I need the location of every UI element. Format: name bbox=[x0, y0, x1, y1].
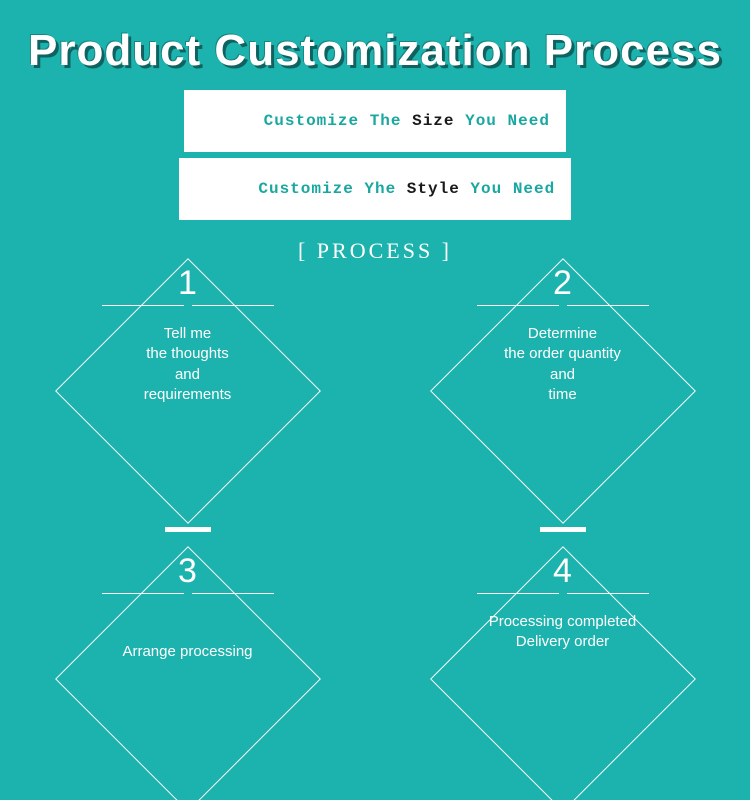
diamond-wrap: 4 Processing completed Delivery order bbox=[430, 546, 696, 800]
step-description: Determine the order quantity and time bbox=[504, 324, 621, 405]
step-description: Processing completed Delivery order bbox=[489, 612, 637, 653]
subtitle-size-pre: Customize The bbox=[264, 112, 412, 130]
divider-left bbox=[102, 593, 184, 594]
subtitle-size: Customize The Size You Need bbox=[184, 90, 566, 152]
main-title: Product Customization Process bbox=[0, 0, 750, 76]
subtitle-size-emph: Size bbox=[412, 112, 454, 130]
diamond-content: 2 Determine the order quantity and time bbox=[430, 258, 696, 524]
divider-left bbox=[102, 305, 184, 306]
diamond-content: 3 Arrange processing bbox=[55, 546, 321, 800]
under-bar bbox=[540, 527, 586, 532]
divider-right bbox=[567, 305, 649, 306]
step-number: 3 bbox=[178, 552, 197, 591]
subtitle-style-pre: Customize Yhe bbox=[258, 180, 406, 198]
subtitle-style-post: You Need bbox=[460, 180, 555, 198]
diamond-content: 1 Tell me the thoughts and requirements bbox=[55, 258, 321, 524]
diamond-content: 4 Processing completed Delivery order bbox=[430, 546, 696, 800]
step-cell-1: 1 Tell me the thoughts and requirements bbox=[0, 254, 375, 542]
divider-row bbox=[477, 593, 649, 594]
divider-right bbox=[192, 305, 274, 306]
divider-right bbox=[192, 593, 274, 594]
page: Product Customization Process Customize … bbox=[0, 0, 750, 800]
divider-row bbox=[102, 593, 274, 594]
subtitle-style: Customize Yhe Style You Need bbox=[179, 158, 571, 220]
subtitle-style-emph: Style bbox=[407, 180, 460, 198]
divider-row bbox=[477, 305, 649, 306]
divider-left bbox=[477, 593, 559, 594]
subtitle-group: Customize The Size You Need Customize Yh… bbox=[0, 90, 750, 220]
diamond-wrap: 3 Arrange processing bbox=[55, 546, 321, 800]
step-cell-4: 4 Processing completed Delivery order bbox=[375, 542, 750, 800]
step-description: Tell me the thoughts and requirements bbox=[144, 324, 232, 405]
step-cell-3: 3 Arrange processing bbox=[0, 542, 375, 800]
diamond-wrap: 2 Determine the order quantity and time bbox=[430, 258, 696, 524]
step-cell-2: 2 Determine the order quantity and time bbox=[375, 254, 750, 542]
step-number: 2 bbox=[553, 264, 572, 303]
diamond-wrap: 1 Tell me the thoughts and requirements bbox=[55, 258, 321, 524]
under-bar bbox=[165, 527, 211, 532]
step-description: Arrange processing bbox=[122, 642, 252, 662]
divider-right bbox=[567, 593, 649, 594]
step-number: 1 bbox=[178, 264, 197, 303]
divider-row bbox=[102, 305, 274, 306]
process-grid: 1 Tell me the thoughts and requirements … bbox=[0, 254, 750, 800]
step-number: 4 bbox=[553, 552, 572, 591]
subtitle-size-post: You Need bbox=[455, 112, 550, 130]
divider-left bbox=[477, 305, 559, 306]
